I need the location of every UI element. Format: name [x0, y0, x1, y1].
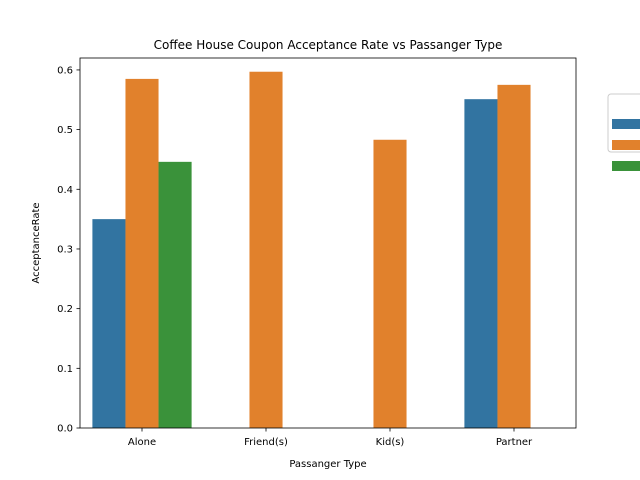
y-tick-label: 0.4	[57, 185, 73, 196]
x-axis-label: Passanger Type	[289, 459, 366, 470]
y-axis-label: AcceptanceRate	[31, 202, 42, 283]
x-axis: Alone Friend(s) Kid(s) Partner	[128, 428, 533, 448]
plot-frame	[79, 57, 577, 429]
bar-series1-alone	[92, 219, 126, 428]
x-tick-label: Kid(s)	[376, 437, 405, 448]
bar-series2-kids	[373, 139, 407, 428]
legend-swatch-series3	[612, 161, 640, 171]
bar-series1-partner	[464, 99, 498, 429]
y-tick-label: 0.3	[57, 244, 73, 255]
legend-swatch-series2	[612, 140, 640, 150]
y-axis: 0.0 0.1 0.2 0.3 0.4 0.5 0.6	[57, 65, 80, 435]
y-tick-label: 0.2	[57, 304, 73, 315]
x-tick-label: Alone	[128, 437, 156, 448]
x-tick-label: Friend(s)	[244, 437, 288, 448]
chart-title: Coffee House Coupon Acceptance Rate vs P…	[154, 38, 503, 52]
legend[interactable]	[607, 93, 640, 171]
x-tick-label: Partner	[496, 437, 533, 448]
y-tick-label: 0.1	[57, 364, 73, 375]
bar-series3-alone	[158, 161, 192, 428]
y-tick-label: 0.6	[57, 65, 73, 76]
bar-series2-friends	[249, 71, 283, 428]
y-tick-label: 0.0	[57, 424, 73, 435]
legend-swatch-series1	[612, 119, 640, 129]
y-tick-label: 0.5	[57, 125, 73, 136]
bars	[92, 71, 531, 429]
bar-series2-alone	[125, 78, 159, 428]
bar-series2-partner	[497, 84, 531, 428]
